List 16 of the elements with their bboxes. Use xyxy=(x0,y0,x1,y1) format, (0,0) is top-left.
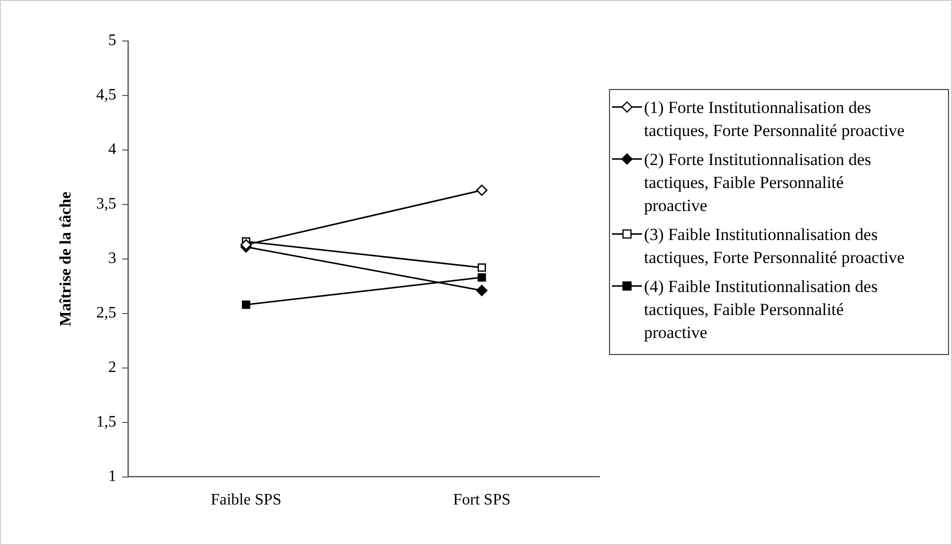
y-tick-label: 5 xyxy=(108,32,116,50)
y-tick-label: 1,5 xyxy=(96,414,116,431)
legend-label: (4) Faible Institutionnalisation des tactiques, Faible Personnalité proactive xyxy=(644,276,879,344)
legend-label: (1) Forte Institutionnalisation des tactiques, Forte Personnalité proactive xyxy=(644,97,906,142)
y-tick-label: 4 xyxy=(108,141,116,158)
x-tick-label: Fort SPS xyxy=(453,492,511,509)
y-tick-label: 3,5 xyxy=(96,196,116,213)
y-tick-label: 1 xyxy=(108,468,116,486)
y-tick-label: 2 xyxy=(108,359,116,376)
x-tick-label: Faible SPS xyxy=(210,492,282,509)
y-tick-label: 4,5 xyxy=(96,86,116,104)
y-tick-label: 2,5 xyxy=(96,304,116,322)
legend-label: (3) Faible Institutionnalisation des tactiques, Forte Personnalité proactive xyxy=(644,224,906,269)
y-tick-label: 3 xyxy=(108,250,116,268)
y-axis-title: Maîtrise de la tâche xyxy=(58,192,75,326)
legend-label: (2) Forte Institutionnalisation des tactiques, Faible Personnalité proactive xyxy=(644,149,872,217)
